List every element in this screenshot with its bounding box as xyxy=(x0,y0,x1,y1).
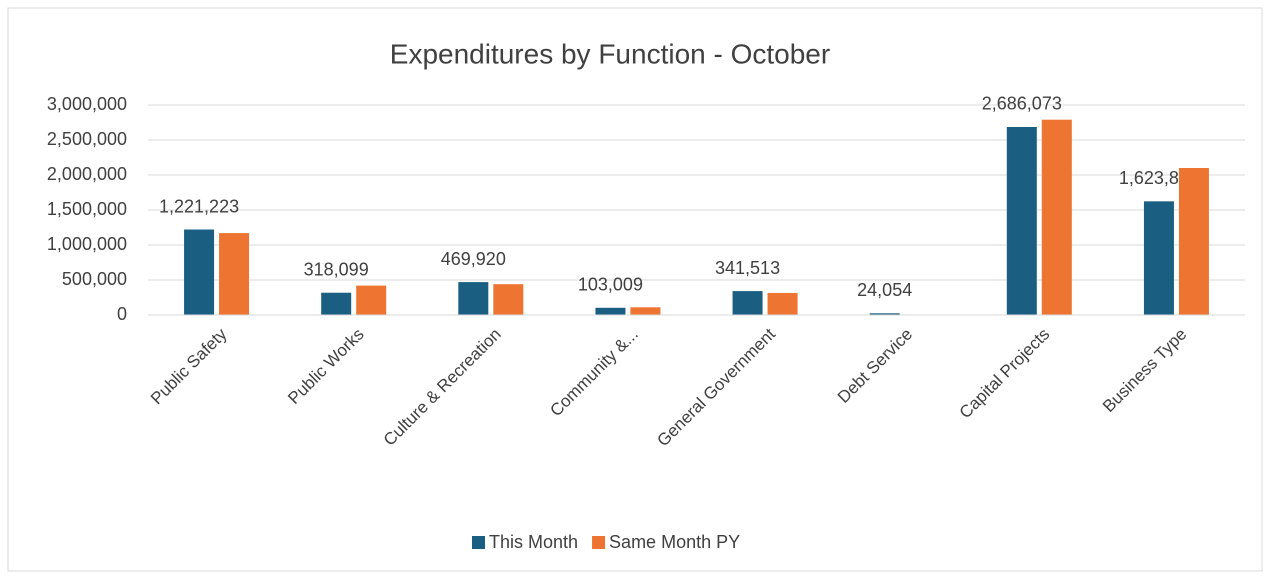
y-tick-label: 1,000,000 xyxy=(47,234,127,254)
bar xyxy=(1006,126,1037,316)
bar xyxy=(493,284,524,315)
bar xyxy=(869,313,900,315)
data-label: 341,513 xyxy=(715,258,780,278)
legend-swatch xyxy=(472,536,485,549)
bar xyxy=(184,229,215,315)
legend-swatch xyxy=(592,536,606,549)
bar xyxy=(356,285,387,315)
bar xyxy=(1178,168,1209,315)
data-label: 24,054 xyxy=(857,280,912,300)
data-label: 103,009 xyxy=(578,275,643,295)
bar xyxy=(732,291,763,315)
data-label: 318,099 xyxy=(304,259,369,279)
bar xyxy=(1041,119,1072,315)
y-tick-label: 2,500,000 xyxy=(47,129,127,149)
y-tick-label: 1,500,000 xyxy=(47,199,127,219)
bar xyxy=(767,292,798,315)
bar xyxy=(630,307,661,315)
bar xyxy=(458,282,489,315)
chart-title: Expenditures by Function - October xyxy=(390,38,830,69)
bar xyxy=(219,233,250,315)
y-tick-label: 0 xyxy=(117,304,127,324)
bar xyxy=(595,307,626,315)
y-tick-label: 3,000,000 xyxy=(47,94,127,114)
data-label: 469,920 xyxy=(441,249,506,269)
y-tick-label: 2,000,000 xyxy=(47,164,127,184)
data-label: 1,221,223 xyxy=(159,196,239,216)
legend-label: Same Month PY xyxy=(609,532,740,552)
bar xyxy=(1143,201,1174,315)
y-tick-label: 500,000 xyxy=(62,269,127,289)
bar xyxy=(321,292,352,315)
data-label: 2,686,073 xyxy=(982,94,1062,114)
legend-label: This Month xyxy=(489,532,578,552)
